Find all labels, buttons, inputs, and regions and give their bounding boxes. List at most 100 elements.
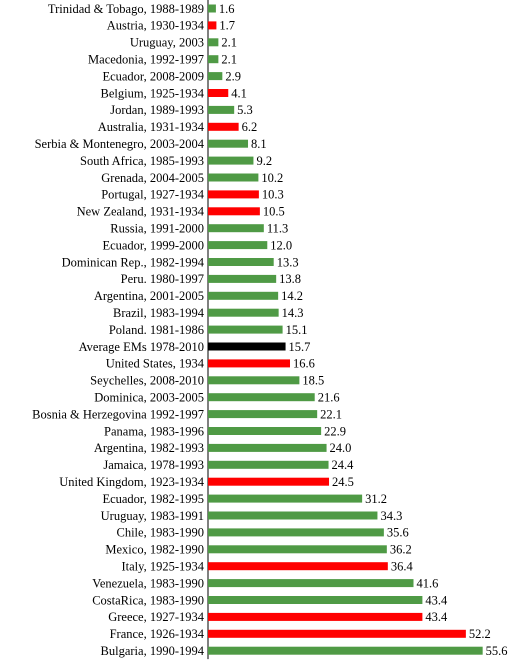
value-label: 8.1 bbox=[251, 137, 267, 151]
value-label: 35.6 bbox=[387, 526, 409, 540]
category-label: Seychelles, 2008-2010 bbox=[90, 374, 204, 388]
category-label: CostaRica, 1983-1990 bbox=[92, 593, 204, 607]
bar bbox=[208, 410, 318, 419]
category-label: France, 1926-1934 bbox=[110, 627, 205, 641]
value-label: 36.2 bbox=[390, 543, 412, 557]
category-label: Poland. 1981-1986 bbox=[109, 323, 204, 337]
category-label: Venezuela, 1983-1990 bbox=[92, 576, 204, 590]
bar bbox=[208, 629, 466, 638]
bar bbox=[208, 89, 229, 97]
value-label: 34.3 bbox=[380, 509, 402, 523]
bars-layer: Trinidad & Tobago, 1988-1989 1.6 Austria, … bbox=[32, 2, 507, 658]
bar bbox=[208, 562, 388, 571]
bar bbox=[208, 224, 264, 233]
value-label: 18.5 bbox=[302, 374, 324, 388]
category-label: Ecuador, 1999-2000 bbox=[102, 238, 204, 252]
category-label: Argentina, 1982-1993 bbox=[94, 441, 204, 455]
value-label: 43.4 bbox=[425, 593, 448, 607]
category-label: Austria, 1930-1934 bbox=[107, 19, 205, 33]
category-label: United States, 1934 bbox=[106, 357, 205, 371]
value-label: 15.1 bbox=[286, 323, 308, 337]
category-label: Bosnia & Herzegovina 1992-1997 bbox=[32, 407, 204, 421]
category-label: Chile, 1983-1990 bbox=[117, 526, 205, 540]
bar bbox=[208, 38, 219, 47]
value-label: 2.1 bbox=[221, 36, 237, 50]
value-label: 2.9 bbox=[225, 69, 241, 83]
value-label: 14.3 bbox=[282, 306, 304, 320]
value-label: 14.2 bbox=[281, 289, 303, 303]
category-label: Greece, 1927-1934 bbox=[108, 610, 205, 624]
category-label: Argentina, 2001-2005 bbox=[94, 289, 204, 303]
bar bbox=[208, 21, 217, 30]
category-label: South Africa, 1985-1993 bbox=[80, 154, 204, 168]
category-label: Mexico, 1982-1990 bbox=[105, 543, 204, 557]
bar bbox=[208, 325, 283, 334]
value-label: 4.1 bbox=[231, 86, 247, 100]
category-label: Dominica, 2003-2005 bbox=[94, 391, 204, 405]
category-label: Panama, 1983-1996 bbox=[104, 424, 204, 438]
bar bbox=[208, 342, 286, 351]
bar bbox=[208, 105, 235, 114]
category-label: Dominican Rep., 1982-1994 bbox=[62, 255, 205, 269]
value-label: 21.6 bbox=[318, 391, 340, 405]
bar bbox=[208, 156, 254, 165]
bar bbox=[208, 241, 268, 250]
bar bbox=[208, 511, 378, 520]
value-label: 12.0 bbox=[270, 238, 292, 252]
value-label: 31.2 bbox=[365, 492, 387, 506]
bar bbox=[208, 291, 279, 300]
value-label: 52.2 bbox=[469, 627, 491, 641]
bar bbox=[208, 173, 259, 182]
category-label: Jordan, 1989-1993 bbox=[110, 103, 204, 117]
category-label: Australia, 1931-1934 bbox=[98, 120, 205, 134]
value-label: 1.6 bbox=[219, 2, 235, 16]
bar bbox=[208, 393, 315, 402]
bar bbox=[208, 274, 277, 283]
category-label: Russia, 1991-2000 bbox=[110, 222, 204, 236]
value-label: 43.4 bbox=[425, 610, 448, 624]
bar bbox=[208, 646, 483, 655]
bar bbox=[208, 376, 300, 385]
bar bbox=[208, 207, 260, 216]
bar bbox=[208, 545, 387, 554]
value-label: 16.6 bbox=[293, 357, 315, 371]
value-label: 13.3 bbox=[277, 255, 299, 269]
value-label: 5.3 bbox=[237, 103, 253, 117]
value-label: 2.1 bbox=[221, 53, 237, 67]
value-label: 1.7 bbox=[219, 19, 235, 33]
category-label: Serbia & Montenegro, 2003-2004 bbox=[35, 137, 205, 151]
category-label: Ecuador, 1982-1995 bbox=[102, 492, 204, 506]
value-label: 6.2 bbox=[242, 120, 258, 134]
value-label: 13.8 bbox=[279, 272, 301, 286]
bar bbox=[208, 72, 223, 81]
bar bbox=[208, 190, 259, 199]
value-label: 24.0 bbox=[330, 441, 352, 455]
bar bbox=[208, 258, 274, 266]
category-label: Brazil, 1983-1994 bbox=[113, 306, 205, 320]
value-label: 10.2 bbox=[261, 171, 283, 185]
bar bbox=[208, 122, 239, 131]
category-label: Italy, 1925-1934 bbox=[121, 560, 204, 574]
bar bbox=[208, 477, 330, 486]
category-label: Peru. 1980-1997 bbox=[121, 272, 204, 286]
bar bbox=[208, 579, 414, 588]
category-label: Belgium, 1925-1934 bbox=[101, 86, 205, 100]
bar bbox=[208, 596, 423, 604]
value-label: 15.7 bbox=[289, 340, 311, 354]
bar bbox=[208, 427, 322, 435]
bar bbox=[208, 359, 291, 368]
value-label: 24.4 bbox=[332, 458, 355, 472]
value-label: 24.5 bbox=[332, 475, 354, 489]
bar bbox=[208, 494, 363, 503]
category-label: Uruguay, 2003 bbox=[130, 36, 204, 50]
category-label: Portugal, 1927-1934 bbox=[101, 188, 205, 202]
category-label: Uruguay, 1983-1991 bbox=[101, 509, 204, 523]
bar bbox=[208, 139, 249, 148]
value-label: 10.3 bbox=[262, 188, 284, 202]
category-label: New Zealand, 1931-1934 bbox=[77, 205, 205, 219]
category-label: Bulgaria, 1990-1994 bbox=[101, 644, 205, 658]
bar bbox=[208, 528, 384, 537]
bar bbox=[208, 4, 216, 13]
category-label: Trinidad & Tobago, 1988-1989 bbox=[48, 2, 204, 16]
